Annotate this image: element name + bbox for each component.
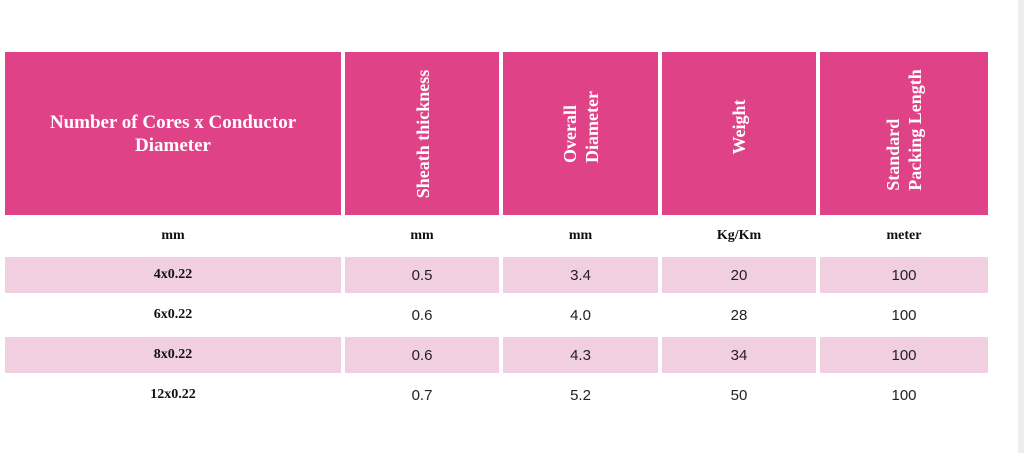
- cell-overall-diameter: 4.3: [503, 337, 658, 373]
- unit-cores: mm: [161, 228, 185, 243]
- header-overall-diameter-label: Overall Diameter: [559, 91, 603, 163]
- cell-overall-diameter: 5.2: [503, 377, 658, 413]
- header-cores: Number of Cores x Conductor Diameter: [5, 52, 341, 215]
- cell-weight: 34: [662, 337, 816, 373]
- cell-sheath: 0.5: [345, 257, 499, 293]
- cable-spec-table: Number of Cores x Conductor Diameter She…: [1, 52, 992, 413]
- header-sheath: Sheath thickness: [345, 52, 499, 215]
- header-packing-length-label: Standard Packing Length: [882, 69, 926, 191]
- unit-weight: Kg/Km: [716, 228, 762, 243]
- header-packing-line2: Packing Length: [905, 69, 925, 191]
- table-row: 6x0.22 0.6 4.0 28 100: [5, 297, 988, 333]
- header-cores-label: Number of Cores x Conductor Diameter: [49, 111, 297, 156]
- cell-cores: 4x0.22: [5, 257, 341, 293]
- units-row: mm mm mm Kg/Km meter: [5, 215, 988, 257]
- unit-sheath: mm: [410, 228, 434, 243]
- unit-packing-length: meter: [886, 228, 922, 243]
- header-overall-line2: Diameter: [581, 90, 602, 163]
- cell-weight: 20: [662, 257, 816, 293]
- cell-overall-diameter: 3.4: [503, 257, 658, 293]
- cell-sheath: 0.6: [345, 297, 499, 333]
- table-row: 12x0.22 0.7 5.2 50 100: [5, 377, 988, 413]
- header-overall-line1: Overall: [559, 104, 580, 163]
- cell-packing-length: 100: [820, 337, 988, 373]
- unit-overall-diameter: mm: [568, 228, 593, 243]
- page-edge: [1018, 0, 1024, 453]
- header-weight: Weight: [662, 52, 816, 215]
- cell-packing-length: 100: [820, 297, 988, 333]
- table-header-row: Number of Cores x Conductor Diameter She…: [5, 52, 988, 215]
- cell-packing-length: 100: [820, 377, 988, 413]
- table-row: 8x0.22 0.6 4.3 34 100: [5, 337, 988, 373]
- cell-cores: 12x0.22: [5, 377, 341, 413]
- header-weight-text: Weight: [729, 99, 749, 155]
- cell-weight: 50: [662, 377, 816, 413]
- header-packing-length: Standard Packing Length: [820, 52, 988, 215]
- header-sheath-text: Sheath thickness: [413, 69, 433, 199]
- header-overall-diameter: Overall Diameter: [503, 52, 658, 215]
- cell-cores: 8x0.22: [5, 337, 341, 373]
- cell-sheath: 0.6: [345, 337, 499, 373]
- cell-cores: 6x0.22: [5, 297, 341, 333]
- cell-weight: 28: [662, 297, 816, 333]
- cell-sheath: 0.7: [345, 377, 499, 413]
- header-packing-line1: Standard: [883, 118, 903, 191]
- table-row: 4x0.22 0.5 3.4 20 100: [5, 257, 988, 293]
- header-sheath-label: Sheath thickness: [412, 70, 434, 199]
- cell-packing-length: 100: [820, 257, 988, 293]
- cell-overall-diameter: 4.0: [503, 297, 658, 333]
- header-weight-label: Weight: [728, 99, 750, 154]
